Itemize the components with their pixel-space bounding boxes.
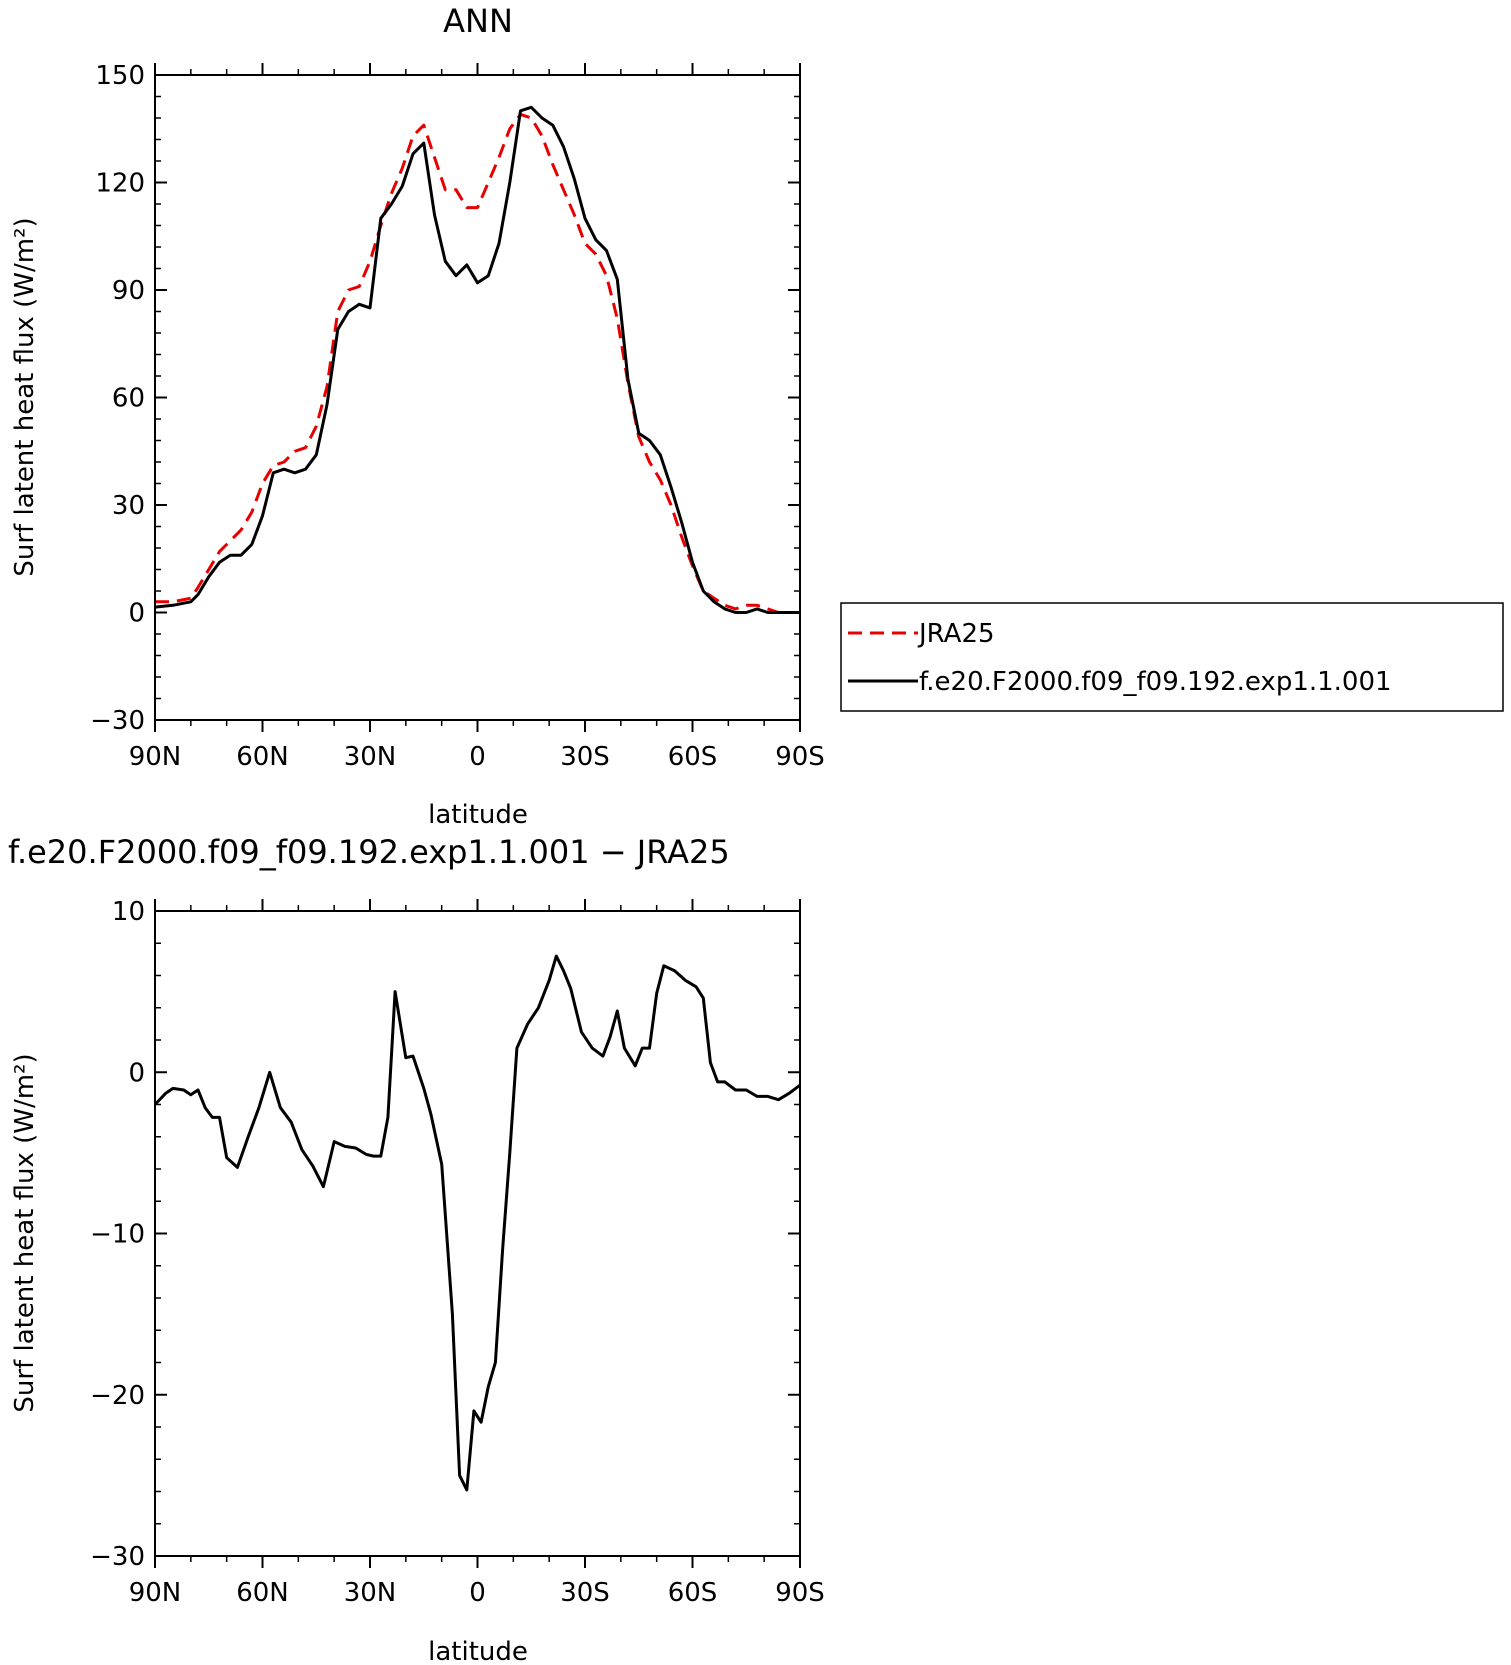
series-line-jra25 (155, 112, 800, 614)
x-tick-label: 30N (344, 742, 397, 772)
x-tick-label: 90N (129, 742, 182, 772)
plot-lines (153, 954, 801, 1492)
y-tick-label: 90 (112, 276, 145, 306)
bottom-panel: f.e20.F2000.f09_f09.192.exp1.1.001 − JRA… (8, 833, 825, 1665)
y-tick-label: 150 (95, 61, 145, 91)
legend: JRA25 f.e20.F2000.f09_f09.192.exp1.1.001 (840, 602, 1504, 712)
panel-title: f.e20.F2000.f09_f09.192.exp1.1.001 − JRA… (8, 833, 730, 871)
x-tick-label: 60N (236, 742, 289, 772)
tick-labels: −30 0 30 60 90 120 150 90N 60N 30N 0 30S 60S 90S (90, 61, 825, 772)
y-tick-label: 30 (112, 491, 145, 521)
y-tick-label: 0 (128, 599, 145, 629)
x-tick-label: 60S (668, 1578, 718, 1608)
x-tick-label: 60S (668, 742, 718, 772)
x-tick-label: 30N (344, 1578, 397, 1608)
y-tick-label: 10 (112, 897, 145, 927)
legend-box (840, 602, 1504, 712)
series-line-diff-0 (153, 954, 801, 1492)
tick-marks (154, 63, 801, 732)
tick-labels: −30 −20 −10 0 10 90N 60N 30N 0 30S 60S 90S (90, 897, 825, 1608)
y-axis-label: Surf latent heat flux (W/m²) (10, 1053, 40, 1412)
series-line-f-e20-f2000-f09-f09-192-exp1-1-001 (154, 105, 800, 614)
y-axis-label: Surf latent heat flux (W/m²) (10, 217, 40, 576)
y-tick-label: −20 (90, 1381, 145, 1411)
x-tick-label: 30S (560, 742, 610, 772)
y-tick-label: 60 (112, 384, 145, 414)
plot-frame (154, 910, 801, 1557)
x-tick-label: 30S (560, 1578, 610, 1608)
x-tick-label: 90S (775, 1578, 825, 1608)
plot-frame (154, 74, 801, 721)
plot-lines (154, 105, 800, 614)
y-tick-label: 0 (128, 1058, 145, 1088)
y-tick-label: −30 (90, 1542, 145, 1572)
x-tick-label: 90N (129, 1578, 182, 1608)
x-tick-label: 0 (469, 742, 486, 772)
y-tick-label: 120 (95, 169, 145, 199)
x-tick-label: 90S (775, 742, 825, 772)
y-tick-label: −10 (90, 1220, 145, 1250)
legend-label-jra25: JRA25 (917, 619, 995, 649)
legend-label-model: f.e20.F2000.f09_f09.192.exp1.1.001 (919, 667, 1392, 697)
x-axis-label: latitude (428, 800, 528, 830)
y-tick-label: −30 (90, 706, 145, 736)
x-tick-label: 60N (236, 1578, 289, 1608)
x-tick-label: 0 (469, 1578, 486, 1608)
x-axis-label: latitude (428, 1637, 528, 1665)
panel-title: ANN (443, 2, 513, 40)
